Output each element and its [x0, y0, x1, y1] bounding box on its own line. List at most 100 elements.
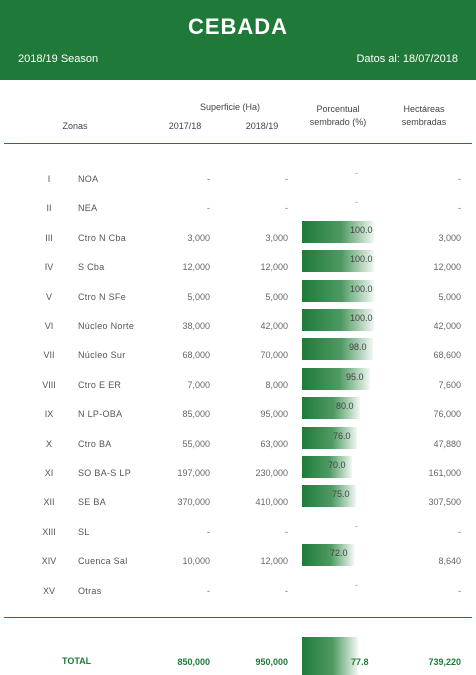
sup-2018: 63,000	[260, 439, 288, 449]
col-header-zonas: Zonas	[62, 121, 88, 131]
hectareas-sembradas: 76,000	[433, 409, 461, 419]
pct-label: 70.0	[328, 460, 346, 470]
pct-bar	[302, 485, 356, 507]
zone-number: VII	[43, 350, 55, 360]
pct-bar	[302, 456, 352, 478]
col-header-pct-line2: sembrado (%)	[309, 117, 367, 127]
data-date-label: Datos al: 18/07/2018	[356, 53, 458, 65]
pct-label: 100.0	[350, 313, 373, 323]
total-label: TOTAL	[62, 656, 92, 666]
zone-name: Núcleo Norte	[78, 321, 135, 331]
sup-2017: 3,000	[187, 233, 210, 243]
zone-name: S Cba	[78, 262, 105, 272]
hectareas-sembradas: -	[458, 203, 461, 213]
pct-label: 72.0	[330, 548, 348, 558]
zone-number: V	[45, 292, 52, 302]
hectareas-sembradas: -	[458, 174, 461, 184]
col-header-ha-line1: Hectáreas	[403, 104, 445, 114]
pct-label: 100.0	[350, 225, 373, 235]
zone-name: Otras	[78, 586, 102, 596]
pct-label: 98.0	[349, 342, 367, 352]
pct-label: -	[355, 580, 358, 590]
col-header-pct-line1: Porcentual	[316, 104, 360, 114]
sup-2018: 95,000	[260, 409, 288, 419]
sup-2018: 42,000	[260, 321, 288, 331]
sup-2018: -	[285, 174, 288, 184]
hectareas-sembradas: -	[458, 586, 461, 596]
zone-number: X	[45, 439, 52, 449]
col-header-superficie: Superficie (Ha)	[199, 102, 261, 112]
pct-label: 100.0	[350, 254, 373, 264]
sup-2017: 85,000	[182, 409, 210, 419]
zone-name: Ctro E ER	[78, 380, 122, 390]
zone-name: N LP-OBA	[78, 409, 123, 419]
pct-label: 80.0	[336, 401, 354, 411]
pct-bar	[302, 221, 374, 243]
hectareas-sembradas: 161,000	[428, 468, 461, 478]
pct-label: 95.0	[346, 372, 364, 382]
pct-bar	[302, 427, 357, 449]
zone-number: II	[46, 203, 52, 213]
sup-2017: -	[207, 174, 210, 184]
page-title: CEBADA	[187, 14, 289, 39]
pct-label: -	[355, 521, 358, 531]
sup-2017: -	[207, 527, 210, 537]
zone-number: XII	[43, 497, 55, 507]
sup-2018: -	[285, 203, 288, 213]
hectareas-sembradas: 3,000	[438, 233, 461, 243]
zone-number: IX	[44, 409, 54, 419]
col-header-ha-line2: sembradas	[401, 117, 447, 127]
zone-number: XV	[42, 586, 55, 596]
hectareas-sembradas: 8,640	[438, 556, 461, 566]
total-ha: 739,220	[428, 657, 461, 667]
sup-2017: -	[207, 586, 210, 596]
sup-2017: 68,000	[182, 350, 210, 360]
sup-2018: 5,000	[265, 292, 288, 302]
zone-number: VIII	[42, 380, 56, 390]
zone-name: SO BA-S LP	[78, 468, 132, 478]
sup-2018: 70,000	[260, 350, 288, 360]
hectareas-sembradas: 12,000	[433, 262, 461, 272]
zone-number: XIII	[42, 527, 56, 537]
zone-name: NOA	[78, 174, 99, 184]
pct-label: 75.0	[332, 489, 350, 499]
pct-bar	[302, 368, 370, 390]
pct-bar	[302, 338, 373, 360]
zone-name: Ctro N Cba	[78, 233, 127, 243]
hectareas-sembradas: 68,600	[433, 350, 461, 360]
col-header-2017: 2017/18	[168, 121, 202, 131]
season-label: 2018/19 Season	[18, 53, 99, 65]
sup-2018: 12,000	[260, 262, 288, 272]
col-header-ha: Hectáreas sembradas	[384, 103, 464, 129]
sup-2017: -	[207, 203, 210, 213]
sup-2018: -	[285, 527, 288, 537]
zone-name: Ctro N SFe	[78, 292, 127, 302]
sup-2018: 8,000	[265, 380, 288, 390]
col-header-pct: Porcentual sembrado (%)	[296, 103, 380, 129]
pct-label: 100.0	[350, 284, 373, 294]
hectareas-sembradas: 47,880	[433, 439, 461, 449]
zone-name: NEA	[78, 203, 98, 213]
zone-name: SL	[78, 527, 90, 537]
pct-bar	[302, 309, 374, 331]
zone-number: III	[45, 233, 53, 243]
pct-label: 76.0	[333, 431, 351, 441]
sup-2018: 230,000	[255, 468, 288, 478]
hectareas-sembradas: -	[458, 527, 461, 537]
pct-bar	[302, 250, 374, 272]
zone-number: XI	[44, 468, 54, 478]
total-pct-label: 77.8	[351, 657, 369, 667]
pct-label: -	[355, 197, 358, 207]
sup-2018: 410,000	[255, 497, 288, 507]
hectareas-sembradas: 5,000	[438, 292, 461, 302]
header-divider	[4, 143, 472, 144]
total-sup-2017: 850,000	[177, 657, 210, 667]
sup-2017: 10,000	[182, 556, 210, 566]
zone-number: I	[47, 174, 51, 184]
zone-name: SE BA	[78, 497, 107, 507]
total-divider	[4, 617, 472, 618]
zone-number: VI	[44, 321, 54, 331]
hectareas-sembradas: 307,500	[428, 497, 461, 507]
sup-2017: 7,000	[187, 380, 210, 390]
sup-2017: 370,000	[177, 497, 210, 507]
